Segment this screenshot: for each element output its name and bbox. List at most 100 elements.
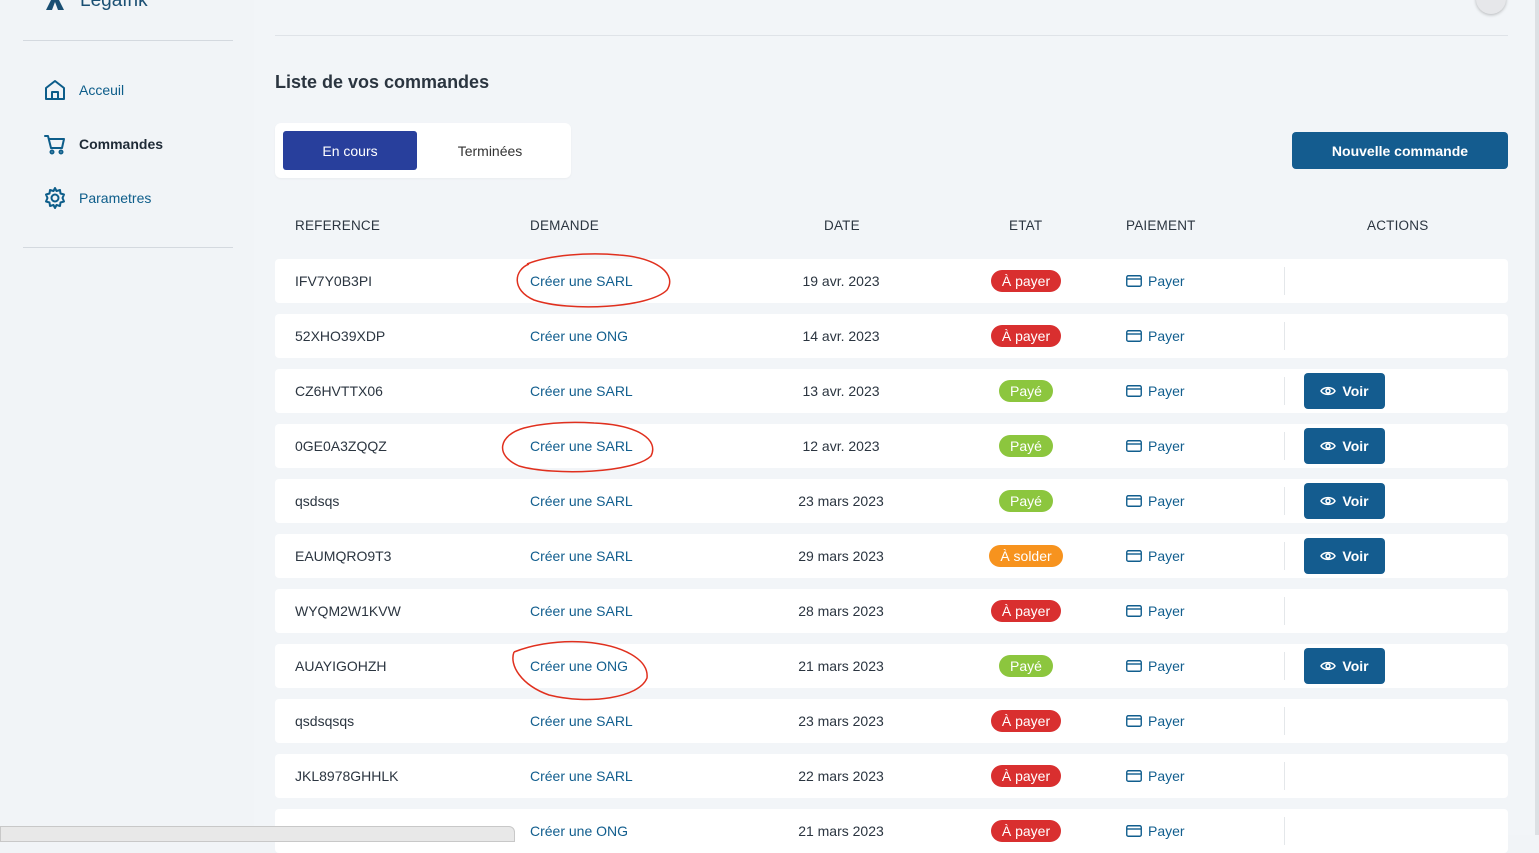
order-demande-link[interactable]: Créer une ONG <box>530 658 629 674</box>
column-header-actions: ACTIONS <box>1367 218 1429 233</box>
pay-label: Payer <box>1148 603 1185 619</box>
pay-label: Payer <box>1148 713 1185 729</box>
credit-card-icon <box>1126 275 1142 287</box>
order-date: 21 mars 2023 <box>798 658 884 674</box>
status-badge: Payé <box>999 380 1053 402</box>
status-badge-cell: À payer <box>975 699 1077 743</box>
status-badge: À payer <box>990 270 1062 292</box>
order-demande-link[interactable]: Créer une SARL <box>530 438 633 454</box>
status-badge: À payer <box>990 600 1062 622</box>
sidebar-item-label: Parametres <box>79 190 152 206</box>
view-label: Voir <box>1342 658 1369 674</box>
status-badge-cell: Payé <box>975 644 1077 688</box>
status-badge-cell: À payer <box>975 589 1077 633</box>
credit-card-icon <box>1126 550 1142 562</box>
avatar[interactable] <box>1476 0 1506 14</box>
pay-link[interactable]: Payer <box>1126 699 1185 743</box>
eye-icon <box>1320 661 1337 671</box>
pay-label: Payer <box>1148 493 1185 509</box>
view-label: Voir <box>1342 383 1369 399</box>
status-badge-cell: Payé <box>975 424 1077 468</box>
pay-link[interactable]: Payer <box>1126 424 1185 468</box>
credit-card-icon <box>1126 825 1142 837</box>
order-demande-link[interactable]: Créer une SARL <box>530 548 633 564</box>
pay-link[interactable]: Payer <box>1126 259 1185 303</box>
pay-link[interactable]: Payer <box>1126 644 1185 688</box>
order-reference: 52XHO39XDP <box>295 328 386 344</box>
order-reference: AUAYIGOHZH <box>295 658 387 674</box>
status-badge: Payé <box>999 435 1053 457</box>
new-order-button[interactable]: Nouvelle commande <box>1292 132 1508 169</box>
table-row: WYQM2W1KVW Créer une SARL 28 mars 2023 À pa… <box>275 589 1508 633</box>
status-badge: À payer <box>990 325 1062 347</box>
status-badge: Payé <box>999 655 1053 677</box>
pay-link[interactable]: Payer <box>1126 314 1185 358</box>
status-badge-cell: Payé <box>975 369 1077 413</box>
tab-en-cours[interactable]: En cours <box>283 131 417 170</box>
status-badge-cell: À payer <box>975 314 1077 358</box>
cell-divider <box>1284 652 1285 680</box>
sidebar-item-acceuil[interactable]: Acceuil <box>23 65 253 115</box>
credit-card-icon <box>1126 330 1142 342</box>
logo[interactable]: Legafrik <box>44 0 148 12</box>
order-demande-link[interactable]: Créer une SARL <box>530 713 633 729</box>
status-badge: À solder <box>989 545 1063 567</box>
order-date: 29 mars 2023 <box>798 548 884 564</box>
sidebar-divider <box>23 247 233 248</box>
gear-icon <box>45 187 65 209</box>
order-date: 22 mars 2023 <box>798 768 884 784</box>
view-button[interactable]: Voir <box>1304 373 1385 409</box>
order-reference: qsdsqs <box>295 493 340 509</box>
cell-divider <box>1284 432 1285 460</box>
view-button[interactable]: Voir <box>1304 483 1385 519</box>
pay-link[interactable]: Payer <box>1126 479 1185 523</box>
order-demande-link[interactable]: Créer une ONG <box>530 328 629 344</box>
view-button[interactable]: Voir <box>1304 538 1385 574</box>
sidebar-item-commandes[interactable]: Commandes <box>23 119 253 169</box>
order-demande-link[interactable]: Créer une SARL <box>530 383 633 399</box>
status-badge-cell: À payer <box>975 754 1077 798</box>
cell-divider <box>1284 487 1285 515</box>
view-button[interactable]: Voir <box>1304 648 1385 684</box>
pay-label: Payer <box>1148 328 1185 344</box>
table-row: IFV7Y0B3PI Créer une SARL 19 avr. 2023 À pa… <box>275 259 1508 303</box>
order-date: 23 mars 2023 <box>798 713 884 729</box>
order-demande-link[interactable]: Créer une SARL <box>530 603 633 619</box>
order-demande-link[interactable]: Créer une ONG <box>530 823 629 839</box>
tab-terminees[interactable]: Terminées <box>457 142 523 159</box>
column-header-demande: DEMANDE <box>530 218 599 233</box>
order-demande-link[interactable]: Créer une SARL <box>530 273 633 289</box>
browser-status-bar <box>0 826 515 842</box>
eye-icon <box>1320 551 1337 561</box>
pay-link[interactable]: Payer <box>1126 754 1185 798</box>
column-header-paiement: PAIEMENT <box>1126 218 1196 233</box>
pay-label: Payer <box>1148 823 1185 839</box>
scrollbar[interactable] <box>1535 0 1539 835</box>
order-demande-link[interactable]: Créer une SARL <box>530 768 633 784</box>
pay-link[interactable]: Payer <box>1126 369 1185 413</box>
sidebar-divider <box>23 40 233 41</box>
order-date: 12 avr. 2023 <box>802 438 880 454</box>
page-title: Liste de vos commandes <box>275 72 490 92</box>
order-date: 28 mars 2023 <box>798 603 884 619</box>
credit-card-icon <box>1126 440 1142 452</box>
sidebar-item-label: Commandes <box>79 136 164 152</box>
credit-card-icon <box>1126 770 1142 782</box>
cell-divider <box>1284 377 1285 405</box>
sidebar: Legafrik Acceuil Commandes Parametres <box>0 0 254 835</box>
column-header-reference: REFERENCE <box>295 218 381 233</box>
cell-divider <box>1284 817 1285 845</box>
order-reference: 0GE0A3ZQQZ <box>295 438 387 454</box>
view-label: Voir <box>1342 548 1369 564</box>
status-badge: À payer <box>990 820 1062 842</box>
sidebar-item-parametres[interactable]: Parametres <box>23 173 253 223</box>
pay-link[interactable]: Payer <box>1126 534 1185 578</box>
eye-icon <box>1320 496 1337 506</box>
pay-link[interactable]: Payer <box>1126 589 1185 633</box>
cell-divider <box>1284 267 1285 295</box>
order-demande-link[interactable]: Créer une SARL <box>530 493 633 509</box>
table-row: 0GE0A3ZQQZ Créer une SARL 12 avr. 2023 Payé… <box>275 424 1508 468</box>
table-row: 52XHO39XDP Créer une ONG 14 avr. 2023 À pay… <box>275 314 1508 358</box>
view-button[interactable]: Voir <box>1304 428 1385 464</box>
pay-link[interactable]: Payer <box>1126 809 1185 853</box>
